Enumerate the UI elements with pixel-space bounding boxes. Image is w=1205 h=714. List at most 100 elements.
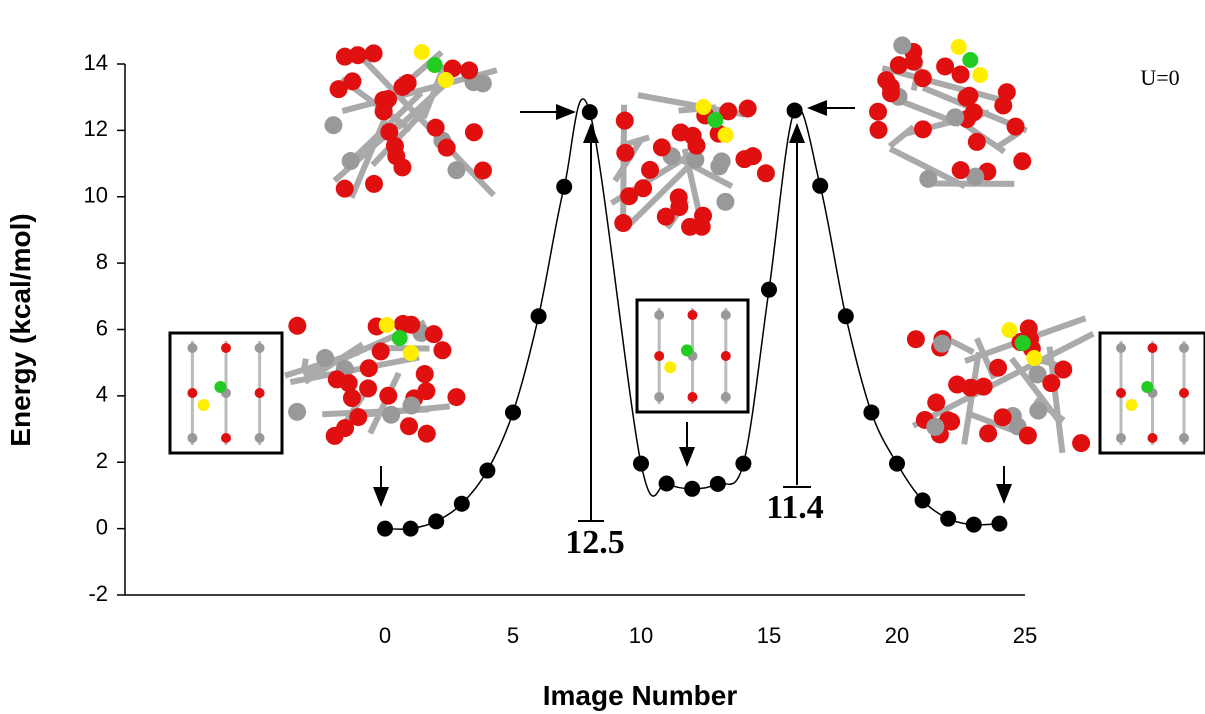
data-point (863, 404, 880, 421)
atom (187, 343, 198, 353)
atom (687, 136, 706, 155)
y-tick-label: 12 (84, 116, 108, 141)
data-point (658, 475, 675, 492)
data-point (505, 404, 521, 421)
atom (946, 108, 965, 127)
y-tick-label: -2 (88, 581, 108, 606)
atom (447, 161, 466, 180)
data-point (530, 308, 547, 325)
atom (694, 206, 713, 225)
data-point (709, 475, 726, 492)
atom (720, 392, 731, 402)
atom (426, 57, 443, 73)
atom (719, 102, 738, 121)
atom (716, 192, 735, 211)
atom (385, 137, 404, 156)
y-tick-label: 4 (96, 382, 108, 407)
data-point (786, 102, 803, 119)
atom (365, 174, 384, 193)
data-point (965, 516, 982, 533)
atom (402, 345, 419, 361)
atom (964, 103, 983, 122)
atom (1179, 343, 1189, 353)
atom (288, 402, 307, 421)
arrows (373, 100, 1012, 522)
data-point (377, 520, 393, 537)
atom (437, 138, 456, 157)
data-point (479, 462, 496, 479)
data-point (402, 520, 419, 537)
atom (288, 316, 307, 335)
data-point (837, 308, 854, 325)
atom (359, 359, 378, 378)
data-point (735, 455, 752, 472)
atom (1125, 399, 1138, 411)
atom (652, 138, 671, 157)
structure-images (168, 36, 1205, 455)
annotation: U=0 (1140, 65, 1179, 90)
atom (712, 152, 731, 171)
atom (460, 61, 479, 80)
atom (966, 167, 985, 186)
atom (1013, 152, 1032, 171)
atom (913, 69, 932, 88)
atom (948, 375, 967, 394)
atom (1006, 117, 1025, 136)
atom (343, 72, 362, 91)
x-tick-label: 15 (757, 623, 781, 648)
data-point (633, 455, 649, 472)
atom (974, 377, 993, 396)
x-tick-label: 0 (379, 623, 391, 648)
atom (380, 123, 399, 142)
x-tick-label: 5 (507, 623, 519, 648)
atom (869, 120, 888, 139)
atom (989, 358, 1008, 377)
data-point (428, 513, 445, 530)
atom (187, 388, 198, 398)
atom (641, 160, 660, 179)
atom (342, 389, 361, 408)
atom (359, 379, 378, 398)
atom (382, 405, 401, 424)
atom (654, 310, 665, 320)
atom (936, 57, 955, 76)
atom (997, 83, 1016, 102)
atom (720, 310, 731, 320)
atom (464, 123, 483, 142)
x-tick-label: 10 (629, 623, 653, 648)
y-tick-label: 2 (96, 448, 108, 473)
atom (402, 396, 421, 415)
atom (893, 36, 912, 55)
atom (950, 39, 967, 55)
bond (949, 338, 975, 356)
y-tick-label: 0 (96, 514, 108, 539)
atom (413, 44, 430, 60)
atom (187, 433, 198, 443)
atom (961, 378, 980, 397)
atom (967, 132, 986, 151)
atom (993, 408, 1012, 427)
atom (1001, 322, 1018, 338)
x-axis-label: Image Number (543, 680, 738, 711)
atom (1116, 433, 1126, 443)
data-point (812, 177, 829, 194)
atom (335, 179, 354, 198)
atom (1042, 374, 1061, 393)
atom (364, 44, 383, 63)
y-axis-label: Energy (kcal/mol) (5, 213, 36, 446)
atom (393, 77, 412, 96)
atom (473, 161, 492, 180)
atom (371, 342, 390, 361)
x-tick-label: 25 (1013, 623, 1037, 648)
atom (620, 187, 639, 206)
atom (379, 386, 398, 405)
atom (942, 412, 961, 431)
atom (681, 217, 700, 236)
atom (687, 392, 698, 402)
atom (735, 150, 754, 169)
atom (1029, 401, 1048, 420)
atom (1054, 360, 1073, 379)
bond (289, 354, 420, 386)
atom (1116, 343, 1126, 353)
